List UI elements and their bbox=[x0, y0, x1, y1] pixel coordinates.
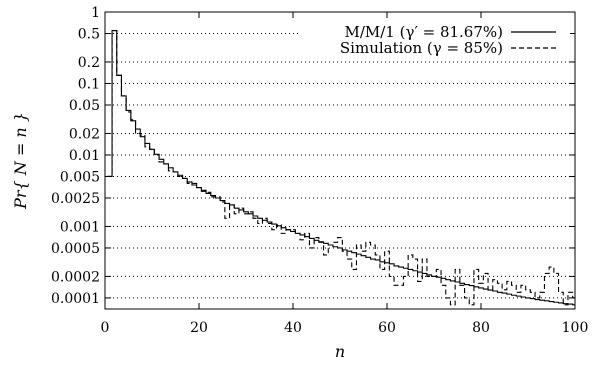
y-tick-label-4: 0.05 bbox=[69, 98, 100, 114]
y-tick-label-10: 0.0005 bbox=[51, 241, 100, 257]
plot-frame bbox=[104, 11, 576, 310]
x-axis-label: n bbox=[335, 342, 345, 361]
y-tick-label-1: 0.5 bbox=[78, 27, 100, 43]
series-line-0 bbox=[107, 30, 575, 306]
y-tick-label-12: 0.0001 bbox=[51, 291, 100, 307]
ticks: 1 0.5 0.2 0.1 0.05 0.02 0.01 0.005 0.0025 0.001 0.… bbox=[51, 5, 588, 336]
legend-entry-mm1: M/M/1 (γ′ = 81.67%) bbox=[344, 23, 503, 41]
y-tick-label-9: 0.001 bbox=[60, 219, 100, 235]
x-tick-label-0: 0 bbox=[101, 320, 110, 336]
y-tick-label-8: 0.0025 bbox=[51, 191, 100, 207]
legend-entry-simulation: Simulation (γ = 85%) bbox=[340, 39, 503, 57]
legend: M/M/1 (γ′ = 81.67%) Simulation (γ = 85%) bbox=[300, 20, 570, 58]
y-tick-label-6: 0.01 bbox=[69, 148, 100, 164]
y-tick-label-3: 0.1 bbox=[78, 76, 100, 92]
series-line-1 bbox=[107, 30, 575, 306]
x-tick-label-5: 100 bbox=[562, 320, 589, 336]
legend-background bbox=[300, 20, 570, 58]
x-tick-label-2: 40 bbox=[284, 320, 302, 336]
series-layer bbox=[107, 30, 575, 306]
y-tick-label-2: 0.2 bbox=[78, 55, 100, 71]
y-axis-label: Pr{ N = n } bbox=[11, 112, 30, 210]
x-tick-label-1: 20 bbox=[190, 320, 208, 336]
x-tick-label-4: 80 bbox=[472, 320, 490, 336]
y-tick-label-0: 1 bbox=[91, 5, 100, 21]
x-tick-label-3: 60 bbox=[378, 320, 396, 336]
y-tick-label-5: 0.02 bbox=[69, 126, 100, 142]
y-tick-label-7: 0.005 bbox=[60, 169, 100, 185]
y-tick-label-11: 0.0002 bbox=[51, 269, 100, 285]
